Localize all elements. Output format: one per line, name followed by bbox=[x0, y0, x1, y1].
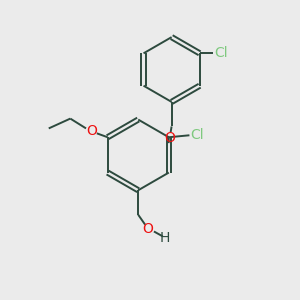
Text: O: O bbox=[86, 124, 98, 138]
Text: O: O bbox=[164, 131, 175, 145]
Text: H: H bbox=[160, 231, 170, 245]
Text: O: O bbox=[142, 221, 154, 236]
Text: Cl: Cl bbox=[190, 128, 204, 142]
Text: Cl: Cl bbox=[214, 46, 228, 60]
